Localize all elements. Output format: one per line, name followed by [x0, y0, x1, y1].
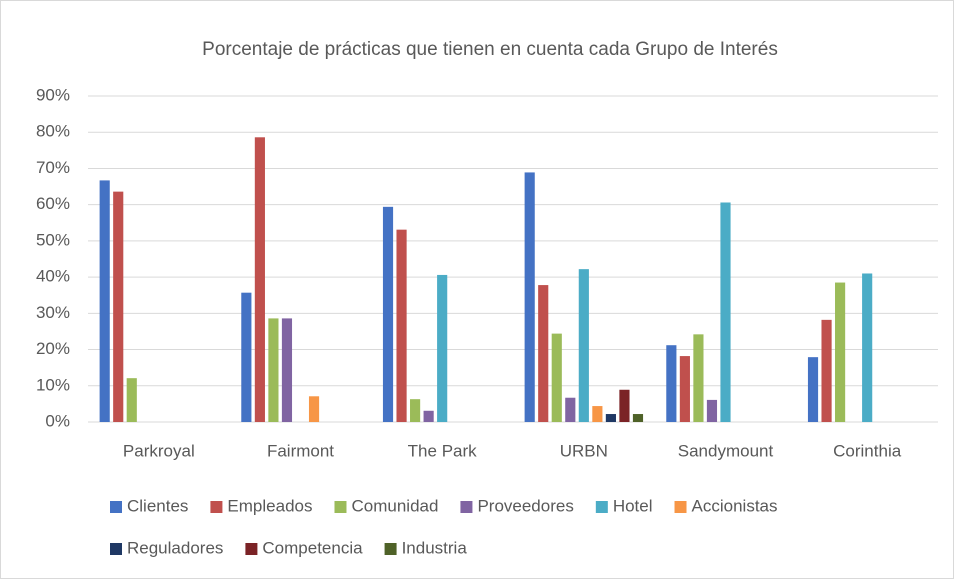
legend-label: Competencia	[262, 538, 363, 557]
legend-label: Accionistas	[692, 496, 778, 515]
x-tick-label: Parkroyal	[123, 441, 195, 460]
legend-label: Industria	[402, 538, 468, 557]
legend-swatch	[384, 543, 397, 555]
legend-label: Comunidad	[351, 496, 438, 515]
bar	[693, 334, 704, 422]
x-tick-label: URBN	[560, 441, 608, 460]
bar	[679, 356, 690, 422]
bar	[720, 202, 731, 422]
y-tick-label: 40%	[36, 267, 70, 286]
bar	[254, 137, 265, 422]
bar	[241, 292, 252, 422]
bar	[807, 357, 819, 422]
bar	[592, 406, 603, 422]
bar	[605, 414, 616, 422]
y-tick-label: 10%	[36, 375, 70, 394]
bar	[281, 318, 293, 422]
bar	[565, 397, 576, 422]
bar	[578, 269, 589, 422]
bar	[835, 282, 846, 422]
bar	[396, 229, 407, 422]
y-tick-label: 60%	[36, 194, 70, 213]
bar	[551, 333, 562, 422]
bar	[619, 389, 630, 422]
bar	[538, 285, 549, 422]
bar	[308, 396, 320, 422]
legend-swatch	[334, 501, 347, 513]
legend-swatch	[210, 501, 223, 513]
chart-title: Porcentaje de prácticas que tienen en cu…	[202, 39, 778, 60]
legend-label: Proveedores	[477, 496, 573, 515]
bar	[666, 345, 677, 422]
legend-swatch	[110, 543, 122, 555]
y-tick-label: 50%	[36, 230, 70, 249]
legend-label: Hotel	[613, 496, 653, 515]
legend-swatch	[460, 501, 473, 513]
legend-label: Reguladores	[127, 538, 223, 557]
bar	[524, 172, 535, 422]
bar	[862, 273, 873, 422]
y-tick-label: 90%	[36, 85, 70, 104]
legend-swatch	[595, 501, 608, 513]
bar	[113, 191, 124, 422]
bar	[423, 410, 434, 422]
bar	[410, 399, 421, 422]
bar	[821, 319, 832, 422]
bar	[126, 378, 137, 422]
y-tick-label: 20%	[36, 339, 70, 358]
y-tick-label: 30%	[36, 303, 70, 322]
y-tick-label: 80%	[36, 122, 70, 141]
y-tick-label: 70%	[36, 158, 70, 177]
legend-swatch	[110, 501, 122, 513]
x-tick-label: Fairmont	[267, 441, 334, 460]
bar	[99, 180, 110, 422]
bar	[437, 274, 448, 422]
x-tick-label: Sandymount	[678, 441, 774, 460]
bar	[632, 414, 644, 422]
bar	[382, 206, 394, 422]
legend-swatch	[674, 501, 687, 513]
bar	[706, 399, 718, 422]
legend-label: Clientes	[127, 496, 188, 515]
y-tick-label: 0%	[45, 411, 70, 430]
x-tick-label: The Park	[408, 441, 477, 460]
bar	[268, 318, 279, 422]
legend-label: Empleados	[227, 496, 312, 515]
x-tick-label: Corinthia	[833, 441, 902, 460]
legend-swatch	[245, 543, 258, 555]
